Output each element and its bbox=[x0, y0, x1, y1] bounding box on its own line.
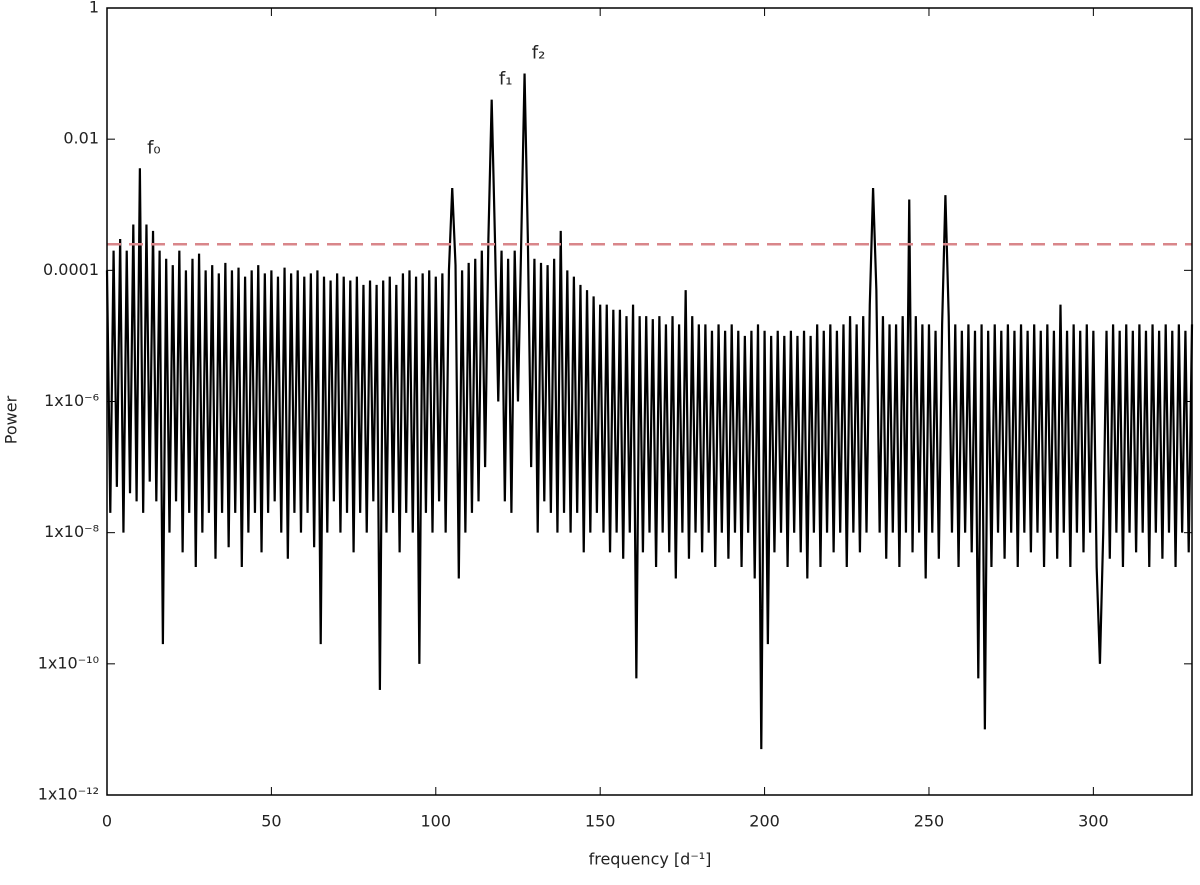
peak-annotation: f₁ bbox=[499, 69, 513, 90]
x-tick-label: 50 bbox=[261, 812, 281, 831]
x-tick-label: 0 bbox=[102, 812, 112, 831]
peak-annotation: f₂ bbox=[532, 43, 546, 64]
peak-annotation: f₀ bbox=[147, 137, 161, 158]
x-axis-label: frequency [d⁻¹] bbox=[589, 850, 712, 869]
y-tick-label: 1x10⁻⁸ bbox=[44, 522, 99, 541]
y-tick-label: 0.0001 bbox=[43, 260, 99, 279]
spectrum-line bbox=[105, 73, 1194, 750]
x-tick-label: 250 bbox=[914, 812, 945, 831]
y-tick-label: 1x10⁻¹² bbox=[38, 785, 99, 804]
y-tick-label: 0.01 bbox=[63, 129, 99, 148]
x-tick-label: 200 bbox=[749, 812, 780, 831]
y-tick-label: 1x10⁻⁶ bbox=[44, 391, 99, 410]
y-tick-label: 1x10⁻¹⁰ bbox=[38, 653, 99, 672]
x-tick-label: 150 bbox=[585, 812, 616, 831]
x-tick-label: 100 bbox=[421, 812, 452, 831]
y-axis-label: Power bbox=[2, 395, 21, 444]
x-tick-label: 300 bbox=[1078, 812, 1109, 831]
y-tick-label: 1 bbox=[89, 0, 99, 17]
